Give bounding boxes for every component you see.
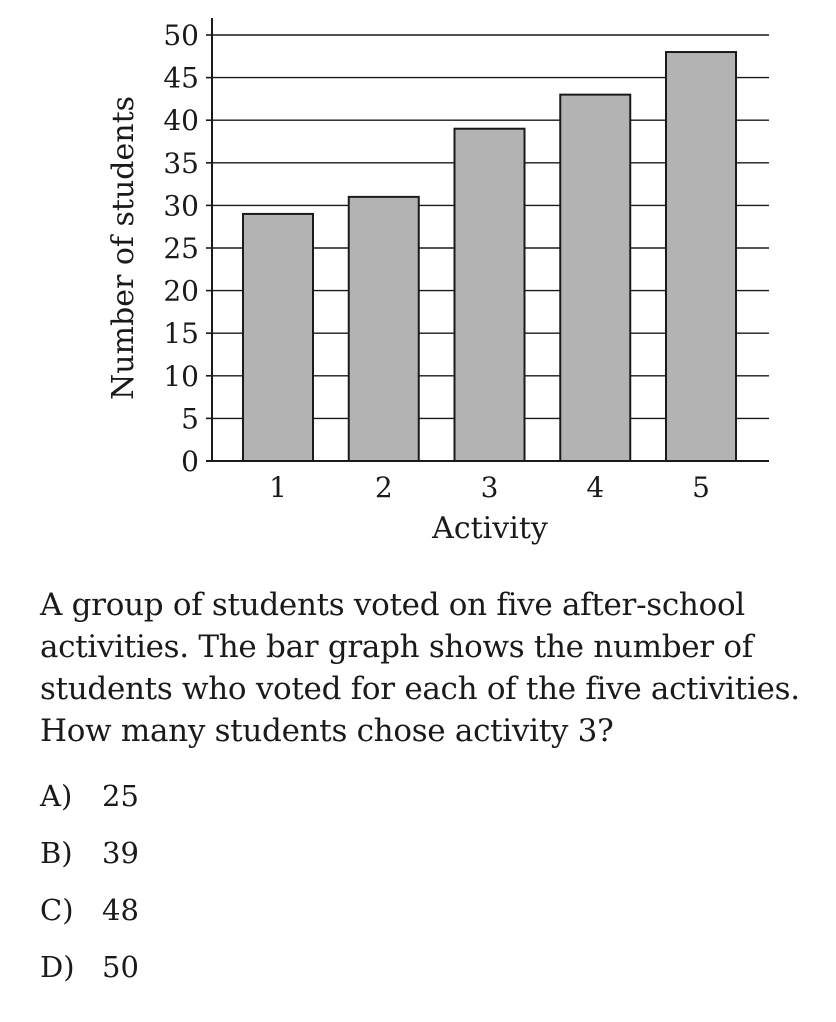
choice-c[interactable]: C) 48	[40, 890, 139, 947]
question-text: A group of students voted on five after-…	[40, 584, 800, 752]
y-tick-label: 15	[163, 317, 199, 350]
choice-d[interactable]: D) 50	[40, 947, 139, 1004]
question-line: students who voted for each of the five …	[40, 671, 800, 707]
choice-letter: C)	[40, 893, 74, 927]
y-tick-label: 30	[163, 189, 199, 222]
choice-b[interactable]: B) 39	[40, 833, 139, 890]
question-line: A group of students voted on five after-…	[40, 587, 745, 623]
answer-choices: A) 25 B) 39 C) 48 D) 50	[40, 776, 139, 1004]
y-tick-label: 50	[163, 19, 199, 52]
y-tick-label: 45	[163, 62, 199, 95]
x-tick-label: 2	[375, 471, 393, 504]
choice-letter: D)	[40, 950, 75, 984]
y-tick-label: 0	[181, 445, 199, 478]
y-tick-labels: 0 5 10 15 20 25 30 35 40 45 50	[163, 19, 199, 478]
choice-value: 50	[102, 950, 139, 984]
choice-value: 48	[102, 893, 139, 927]
y-tick-label: 40	[163, 104, 199, 137]
x-tick-label: 4	[586, 471, 604, 504]
question-line: How many students chose activity 3?	[40, 713, 614, 749]
bar-activity-4	[559, 93, 632, 462]
y-axis-label: Number of students	[106, 96, 141, 400]
y-tick-label: 25	[163, 232, 199, 265]
bar-activity-5	[665, 51, 737, 462]
bars	[242, 51, 737, 462]
bar-activity-2	[347, 195, 420, 462]
choice-a[interactable]: A) 25	[40, 776, 139, 833]
x-tick-label: 1	[269, 471, 287, 504]
choice-letter: B)	[40, 836, 73, 870]
x-tick-labels: 1 2 3 4 5	[269, 471, 710, 504]
bar-activity-3	[453, 127, 526, 462]
question-line: activities. The bar graph shows the numb…	[40, 629, 753, 665]
axes	[206, 18, 769, 462]
choice-value: 39	[102, 836, 139, 870]
y-tick-label: 10	[163, 360, 199, 393]
y-tick-label: 20	[163, 275, 199, 308]
x-axis-label: Activity	[431, 511, 548, 546]
choice-value: 25	[102, 779, 139, 813]
y-tick-label: 35	[163, 147, 199, 180]
choice-letter: A)	[40, 779, 73, 813]
x-tick-label: 5	[692, 471, 710, 504]
x-tick-label: 3	[481, 471, 499, 504]
bar-activity-1	[242, 212, 314, 462]
y-tick-label: 5	[181, 402, 199, 435]
